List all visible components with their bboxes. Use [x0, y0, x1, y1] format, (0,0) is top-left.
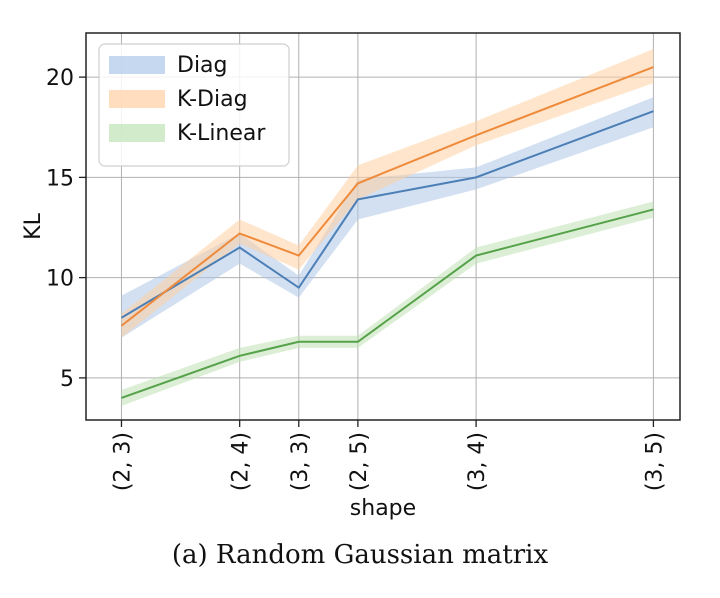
y-tick-label: 20	[46, 66, 74, 91]
legend-label-k-diag: K-Diag	[177, 87, 248, 112]
line-diag	[120, 110, 654, 319]
x-tick-label: (3, 3)	[288, 432, 313, 491]
band-diag	[121, 97, 654, 338]
x-tick-label: (3, 4)	[465, 432, 490, 491]
axis-ticks: (2, 3) (2, 4) (3, 3) (2, 5) (3, 4) (3, 5) 5 10 1…	[46, 66, 667, 491]
legend-swatch-diag	[109, 56, 165, 74]
x-tick-label: (2, 5)	[347, 432, 372, 491]
series-lines	[120, 66, 654, 399]
legend: Diag K-Diag K-Linear	[98, 43, 290, 167]
line-k-diag	[120, 66, 654, 327]
figure-caption: (a) Random Gaussian matrix	[171, 540, 549, 570]
x-tick-label: (2, 4)	[229, 432, 254, 491]
band-k-diag	[121, 49, 654, 338]
band-k-linear	[121, 201, 654, 406]
legend-swatch-k-diag	[109, 90, 165, 108]
y-axis-label: KL	[21, 212, 46, 239]
x-axis-label: shape	[350, 496, 416, 521]
x-tick-label: (3, 5)	[642, 432, 667, 491]
plot-frame	[85, 32, 681, 421]
y-tick-label: 5	[60, 367, 74, 392]
legend-label-k-linear: K-Linear	[177, 121, 266, 146]
line-k-linear	[121, 208, 654, 399]
y-tick-label: 10	[46, 267, 74, 292]
legend-swatch-k-linear	[109, 124, 165, 142]
x-tick-label: (2, 3)	[110, 432, 135, 491]
y-tick-label: 15	[46, 166, 74, 191]
legend-label-diag: Diag	[177, 53, 228, 78]
confidence-bands	[121, 49, 654, 406]
